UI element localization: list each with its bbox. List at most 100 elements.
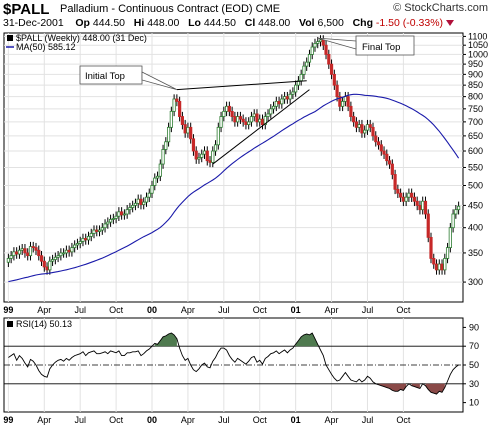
rsi-oversold-fill xyxy=(378,383,407,392)
trendline xyxy=(176,80,307,91)
price-candle xyxy=(111,218,115,220)
price-y-tick-label: 450 xyxy=(468,200,483,210)
price-candle xyxy=(307,54,312,63)
price-candle xyxy=(172,98,176,112)
price-candle xyxy=(37,249,41,257)
price-candle xyxy=(142,201,146,205)
price-candle xyxy=(379,144,383,152)
price-candle xyxy=(445,247,450,259)
price-candle xyxy=(202,150,207,155)
price-candle xyxy=(329,63,334,75)
price-y-tick-label: 900 xyxy=(468,69,483,79)
ma50-line xyxy=(8,93,460,283)
price-candle xyxy=(108,218,113,223)
chart-header: $PALL Palladium - Continuous Contract (E… xyxy=(0,0,494,32)
price-candle xyxy=(175,98,179,102)
price-candle xyxy=(34,247,38,251)
price-candle xyxy=(136,198,140,204)
price-candle xyxy=(120,211,124,216)
high-label: Hi xyxy=(133,17,145,29)
price-candle xyxy=(343,96,347,102)
close-value: 448.00 xyxy=(258,17,291,29)
rsi-x-tick-label: Apr xyxy=(37,415,51,425)
price-candle xyxy=(131,205,135,208)
price-candle xyxy=(423,200,428,215)
rsi-x-tick-label: Oct xyxy=(396,415,411,425)
rsi-x-tick-label: Jul xyxy=(362,415,374,425)
price-candle xyxy=(302,65,306,75)
price-x-tick-label: Apr xyxy=(181,305,195,315)
price-x-tick-label: Apr xyxy=(325,305,339,315)
price-candle xyxy=(42,260,46,268)
price-candle xyxy=(410,192,414,198)
price-candle xyxy=(155,175,160,179)
annotation-initial-top: Initial Top xyxy=(85,71,125,82)
price-candle xyxy=(216,126,220,146)
price-candle xyxy=(426,213,430,238)
price-candle xyxy=(437,263,441,271)
price-candle xyxy=(183,124,187,134)
price-candle xyxy=(161,149,165,165)
price-candle xyxy=(313,43,317,48)
price-candle xyxy=(357,124,361,128)
price-candle xyxy=(59,252,63,257)
price-candle xyxy=(12,251,16,257)
price-candle xyxy=(67,249,71,253)
rsi-oversold-fill xyxy=(411,383,420,389)
price-candle xyxy=(213,144,218,152)
price-candle xyxy=(117,211,121,217)
price-candle xyxy=(382,150,386,155)
price-candle xyxy=(178,101,182,117)
rsi-y-tick-label: 90 xyxy=(469,322,479,332)
price-y-tick-label: 1100 xyxy=(468,31,487,41)
price-candle xyxy=(285,96,289,100)
price-y-tick-label: 500 xyxy=(468,180,483,190)
price-candle xyxy=(363,129,367,134)
price-candle xyxy=(233,116,237,123)
price-candle xyxy=(252,113,256,117)
price-candle xyxy=(197,157,201,160)
price-candle xyxy=(440,263,444,271)
price-candle xyxy=(97,229,102,232)
legend-rsi-label: RSI(14) 50.13 xyxy=(16,319,72,329)
price-candle xyxy=(211,150,215,163)
price-candle xyxy=(128,207,132,211)
price-candle xyxy=(166,126,171,143)
price-candle xyxy=(299,73,303,82)
price-candle xyxy=(64,249,68,254)
price-candle xyxy=(247,121,251,125)
price-candle xyxy=(133,202,138,206)
price-y-tick-label: 600 xyxy=(468,146,483,156)
rsi-x-tick-label: Jul xyxy=(218,415,230,425)
price-y-tick-label: 1000 xyxy=(468,49,488,59)
price-candle xyxy=(89,233,93,237)
price-candle xyxy=(86,235,91,241)
price-candle xyxy=(92,229,96,234)
price-candle xyxy=(332,73,336,86)
trendline xyxy=(212,89,310,165)
price-candle xyxy=(412,196,417,202)
low-label: Lo xyxy=(188,17,201,29)
price-candle xyxy=(114,215,118,219)
price-candle xyxy=(296,80,301,86)
price-candle xyxy=(434,263,439,271)
price-candle xyxy=(341,101,345,107)
rsi-line xyxy=(8,332,459,395)
price-candle xyxy=(139,198,143,205)
price-y-tick-label: 300 xyxy=(468,277,483,287)
rsi-x-tick-label: Apr xyxy=(181,415,195,425)
price-candle xyxy=(227,105,231,112)
annotation-final-top: Final Top xyxy=(362,42,400,53)
price-candle xyxy=(255,113,259,123)
price-x-tick-label: Oct xyxy=(253,305,268,315)
price-candle xyxy=(354,121,359,128)
price-candle xyxy=(457,205,461,211)
price-candle xyxy=(56,255,60,258)
rsi-x-tick-label: Apr xyxy=(325,415,339,425)
price-candle xyxy=(81,237,85,242)
price-candle xyxy=(26,252,30,257)
annotation-initial-top-pointer xyxy=(141,71,178,91)
price-y-tick-label: 650 xyxy=(468,131,483,141)
price-candle xyxy=(310,46,314,55)
price-candle xyxy=(432,258,436,265)
